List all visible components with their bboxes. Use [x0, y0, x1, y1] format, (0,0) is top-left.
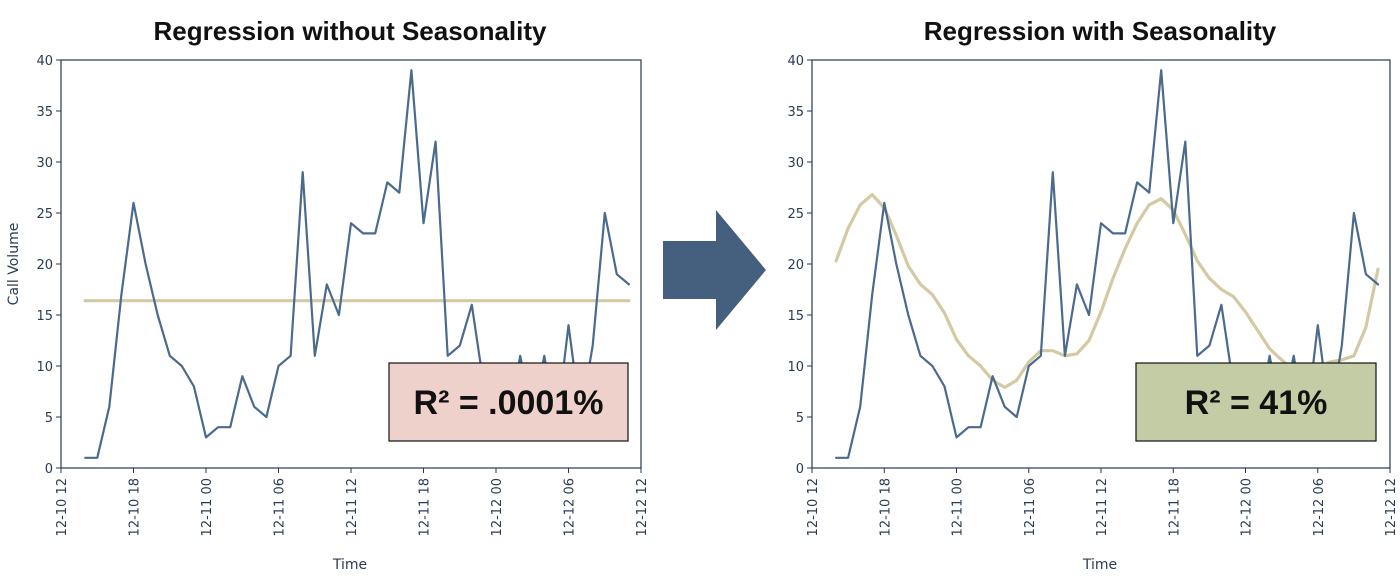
plot-area: 0 5 10 15 20 25 30 35 40 12-10 12 12-10 18 12-11 00… [787, 54, 1399, 536]
y-tick-label: 10 [787, 360, 804, 375]
y-tick-label: 35 [36, 105, 53, 120]
y-tick-label: 5 [796, 411, 804, 426]
x-tick-label: 12-12 06 [563, 478, 578, 536]
x-tick-label: 12-10 18 [128, 478, 143, 536]
x-tick-label: 12-11 12 [1095, 478, 1110, 536]
x-tick-label: 12-11 18 [1167, 478, 1182, 536]
plot-area: 0 5 10 15 20 25 30 35 40 12-10 12 12-10 18 12-11 00… [36, 54, 650, 536]
y-tick-label: 20 [36, 258, 53, 273]
y-tick-label: 20 [787, 258, 804, 273]
x-tick-label: 12-11 18 [418, 478, 433, 536]
r2-value: R² = .0001% [414, 384, 604, 422]
x-tick-label: 12-12 12 [635, 478, 650, 536]
y-tick-label: 40 [787, 54, 804, 69]
x-tick-label: 12-12 00 [490, 478, 505, 536]
x-tick-label: 12-11 00 [200, 478, 215, 536]
x-tick-label: 12-12 12 [1384, 478, 1399, 536]
y-tick-label: 40 [36, 54, 53, 69]
x-tick-label: 12-11 06 [1023, 478, 1038, 536]
r2-badge: R² = 41% [1135, 362, 1377, 442]
y-tick-label: 0 [45, 462, 53, 477]
y-axis-label: Call Volume [6, 223, 22, 306]
x-tick-label: 12-10 12 [806, 478, 821, 536]
y-tick-label: 30 [36, 156, 53, 171]
x-tick-label: 12-11 00 [951, 478, 966, 536]
r2-badge-box [388, 362, 629, 442]
y-tick-label: 10 [36, 360, 53, 375]
x-tick-label: 12-10 12 [55, 478, 70, 536]
y-tick-label: 0 [796, 462, 804, 477]
y-tick-label: 25 [787, 207, 804, 222]
chart-title: Regression without Seasonality [154, 16, 548, 46]
chart-right: Regression with Seasonality Time 0 5 10 15 2… [787, 16, 1399, 573]
x-tick-label: 12-12 06 [1312, 478, 1327, 536]
x-tick-label: 12-10 18 [878, 478, 893, 536]
x-axis-label: Time [332, 557, 367, 573]
x-tick-label: 12-11 06 [273, 478, 288, 536]
r2-badge-box [1135, 362, 1377, 442]
y-tick-label: 15 [787, 309, 804, 324]
r2-value: R² = 41% [1185, 384, 1328, 422]
y-tick-label: 25 [36, 207, 53, 222]
r2-badge: R² = .0001% [388, 362, 629, 442]
y-tick-label: 5 [45, 411, 53, 426]
x-axis-label: Time [1082, 557, 1117, 573]
series-line-fit [834, 193, 1380, 389]
y-tick-label: 30 [787, 156, 804, 171]
right-arrow-icon [663, 210, 766, 330]
x-tick-label: 12-11 12 [345, 478, 360, 536]
x-tick-label: 12-12 00 [1240, 478, 1255, 536]
chart-title: Regression with Seasonality [924, 16, 1277, 46]
y-tick-label: 35 [787, 105, 804, 120]
chart-left: Regression without Seasonality Call Volu… [6, 16, 650, 573]
y-tick-label: 15 [36, 309, 53, 324]
